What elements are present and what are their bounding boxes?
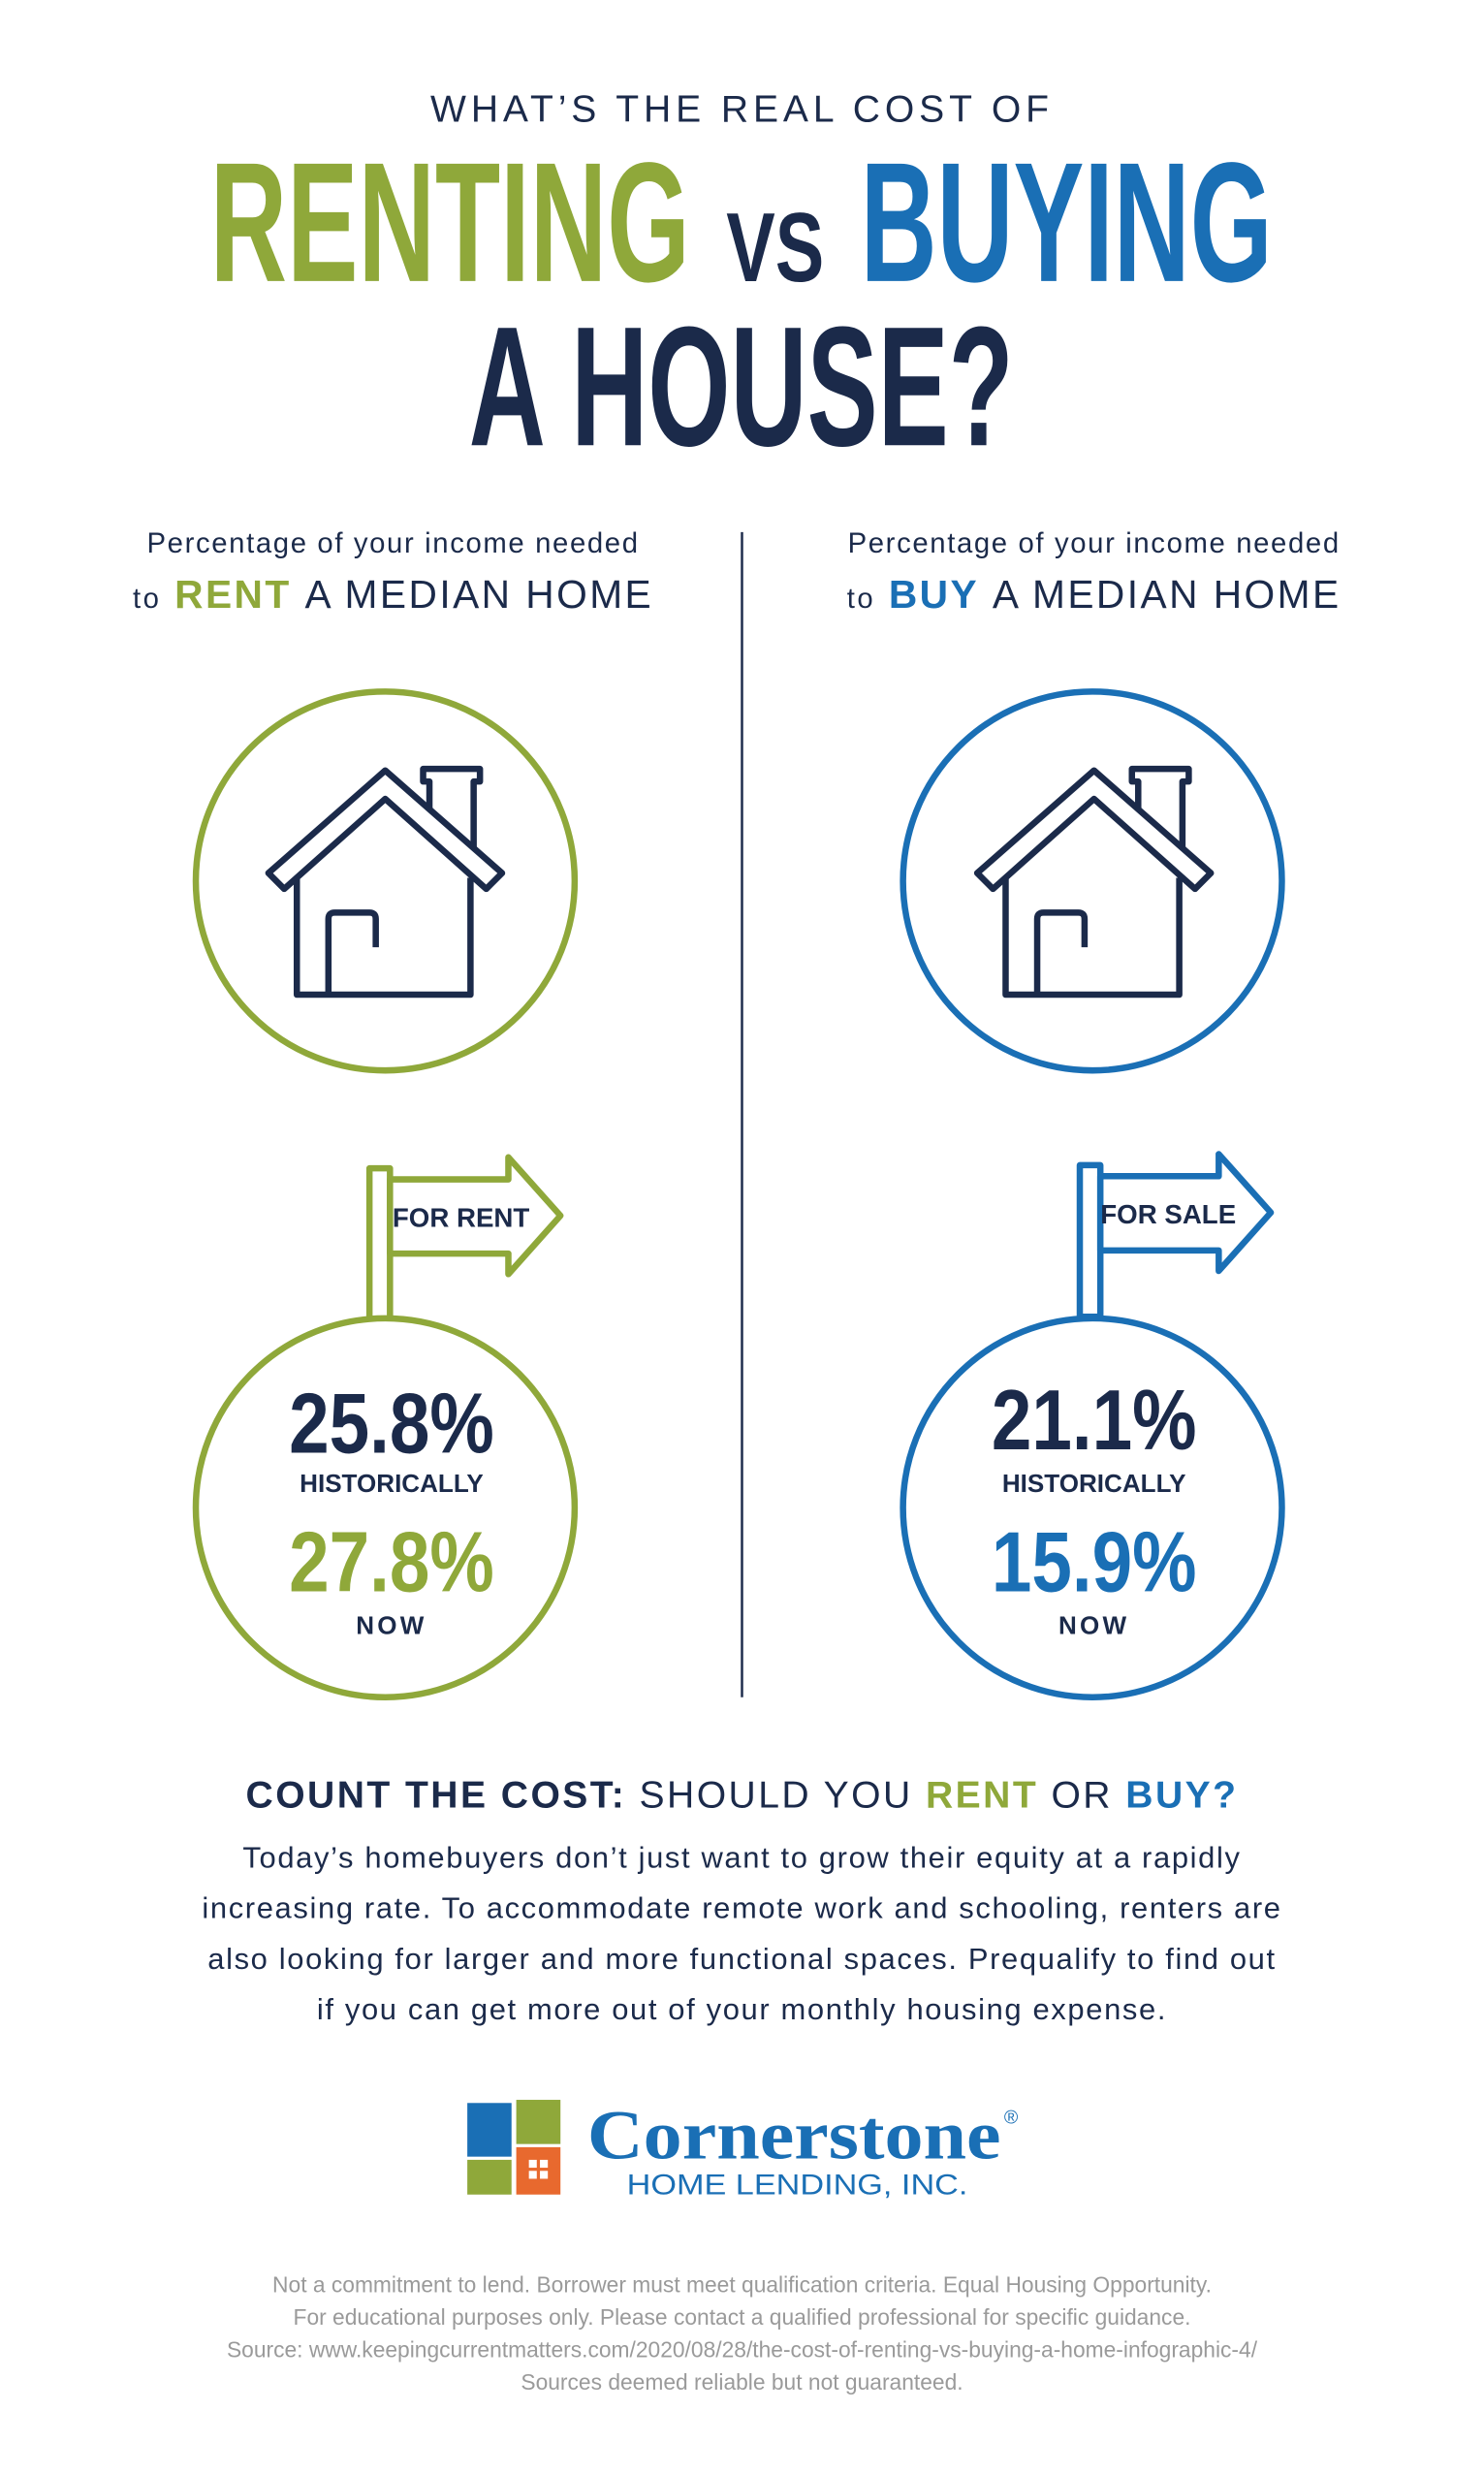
logo-subtitle: HOME LENDING, INC. — [627, 2170, 968, 2202]
cta-text: OR — [1051, 1775, 1113, 1817]
body-line: also looking for larger and more functio… — [207, 1942, 1276, 1976]
historical-value: 25.8% — [289, 1375, 494, 1471]
cta-lead: COUNT THE COST: — [246, 1775, 627, 1817]
rent-caption: to RENT A MEDIAN HOME — [133, 572, 653, 617]
logo-block — [516, 2100, 561, 2144]
logo-name: Cornerstone — [587, 2097, 1001, 2173]
kicker: WHAT’S THE REAL COST OF — [430, 88, 1054, 130]
caption-word: BUY — [889, 572, 979, 617]
stat-circle — [900, 1315, 1285, 1700]
logo-block — [516, 2146, 561, 2195]
sign-label: FOR SALE — [1100, 1199, 1236, 1229]
caption-rest: A MEDIAN HOME — [304, 572, 653, 617]
now-value: 27.8% — [289, 1514, 494, 1610]
body-line: increasing rate. To accommodate remote w… — [202, 1891, 1281, 1925]
cta-buy: BUY? — [1125, 1775, 1238, 1817]
house-circle — [900, 688, 1285, 1074]
historical-label: HISTORICALLY — [1002, 1469, 1186, 1498]
title-vs: VS — [726, 194, 824, 302]
title-house: A HOUSE? — [469, 292, 1014, 482]
title-buy: BUYING — [861, 128, 1273, 318]
buy-sign — [1076, 1151, 1275, 1320]
caption-to: to — [133, 583, 161, 615]
footer-line: For educational purposes only. Please co… — [294, 2304, 1191, 2330]
cta-rent: RENT — [926, 1775, 1038, 1817]
caption-to: to — [847, 583, 875, 615]
logo-block — [467, 2159, 512, 2195]
rent-sign — [365, 1154, 564, 1323]
cta-text: SHOULD YOU — [640, 1775, 913, 1817]
buy-caption: Percentage of your income needed — [848, 527, 1341, 559]
footer: Not a commitment to lend. Borrower must … — [227, 2272, 1258, 2395]
now-value: 15.9% — [992, 1514, 1197, 1610]
logo-window — [528, 2159, 537, 2169]
logo-registered: ® — [1004, 2107, 1019, 2128]
logo-block — [467, 2103, 512, 2157]
now-label: NOW — [356, 1611, 426, 1640]
logo-window — [528, 2171, 537, 2179]
caption-word: RENT — [174, 572, 292, 617]
footer-line: Source: www.keepingcurrentmatters.com/20… — [227, 2336, 1258, 2362]
body-line: Today’s homebuyers don’t just want to gr… — [242, 1841, 1241, 1875]
historical-label: HISTORICALLY — [300, 1469, 484, 1498]
body-line: if you can get more out of your monthly … — [317, 1992, 1167, 2026]
body: Today’s homebuyers don’t just want to gr… — [202, 1841, 1281, 2026]
rent-caption: Percentage of your income needed — [147, 527, 640, 559]
footer-line: Sources deemed reliable but not guarante… — [521, 2369, 963, 2395]
logo-window — [540, 2171, 549, 2179]
cta: COUNT THE COST: SHOULD YOU RENT OR BUY? — [246, 1775, 1239, 1817]
logo-window — [540, 2159, 549, 2169]
sign-label: FOR RENT — [393, 1202, 530, 1232]
house-circle — [192, 688, 579, 1074]
buy-caption: to BUY A MEDIAN HOME — [847, 572, 1342, 617]
caption-rest: A MEDIAN HOME — [993, 572, 1342, 617]
house-icon — [268, 769, 502, 995]
historical-value: 21.1% — [992, 1372, 1197, 1468]
now-label: NOW — [1058, 1611, 1129, 1640]
footer-line: Not a commitment to lend. Borrower must … — [272, 2272, 1212, 2298]
house-icon — [977, 769, 1211, 995]
stat-circle — [192, 1315, 579, 1700]
logo — [467, 2100, 561, 2195]
title-rent: RENTING — [210, 128, 690, 318]
